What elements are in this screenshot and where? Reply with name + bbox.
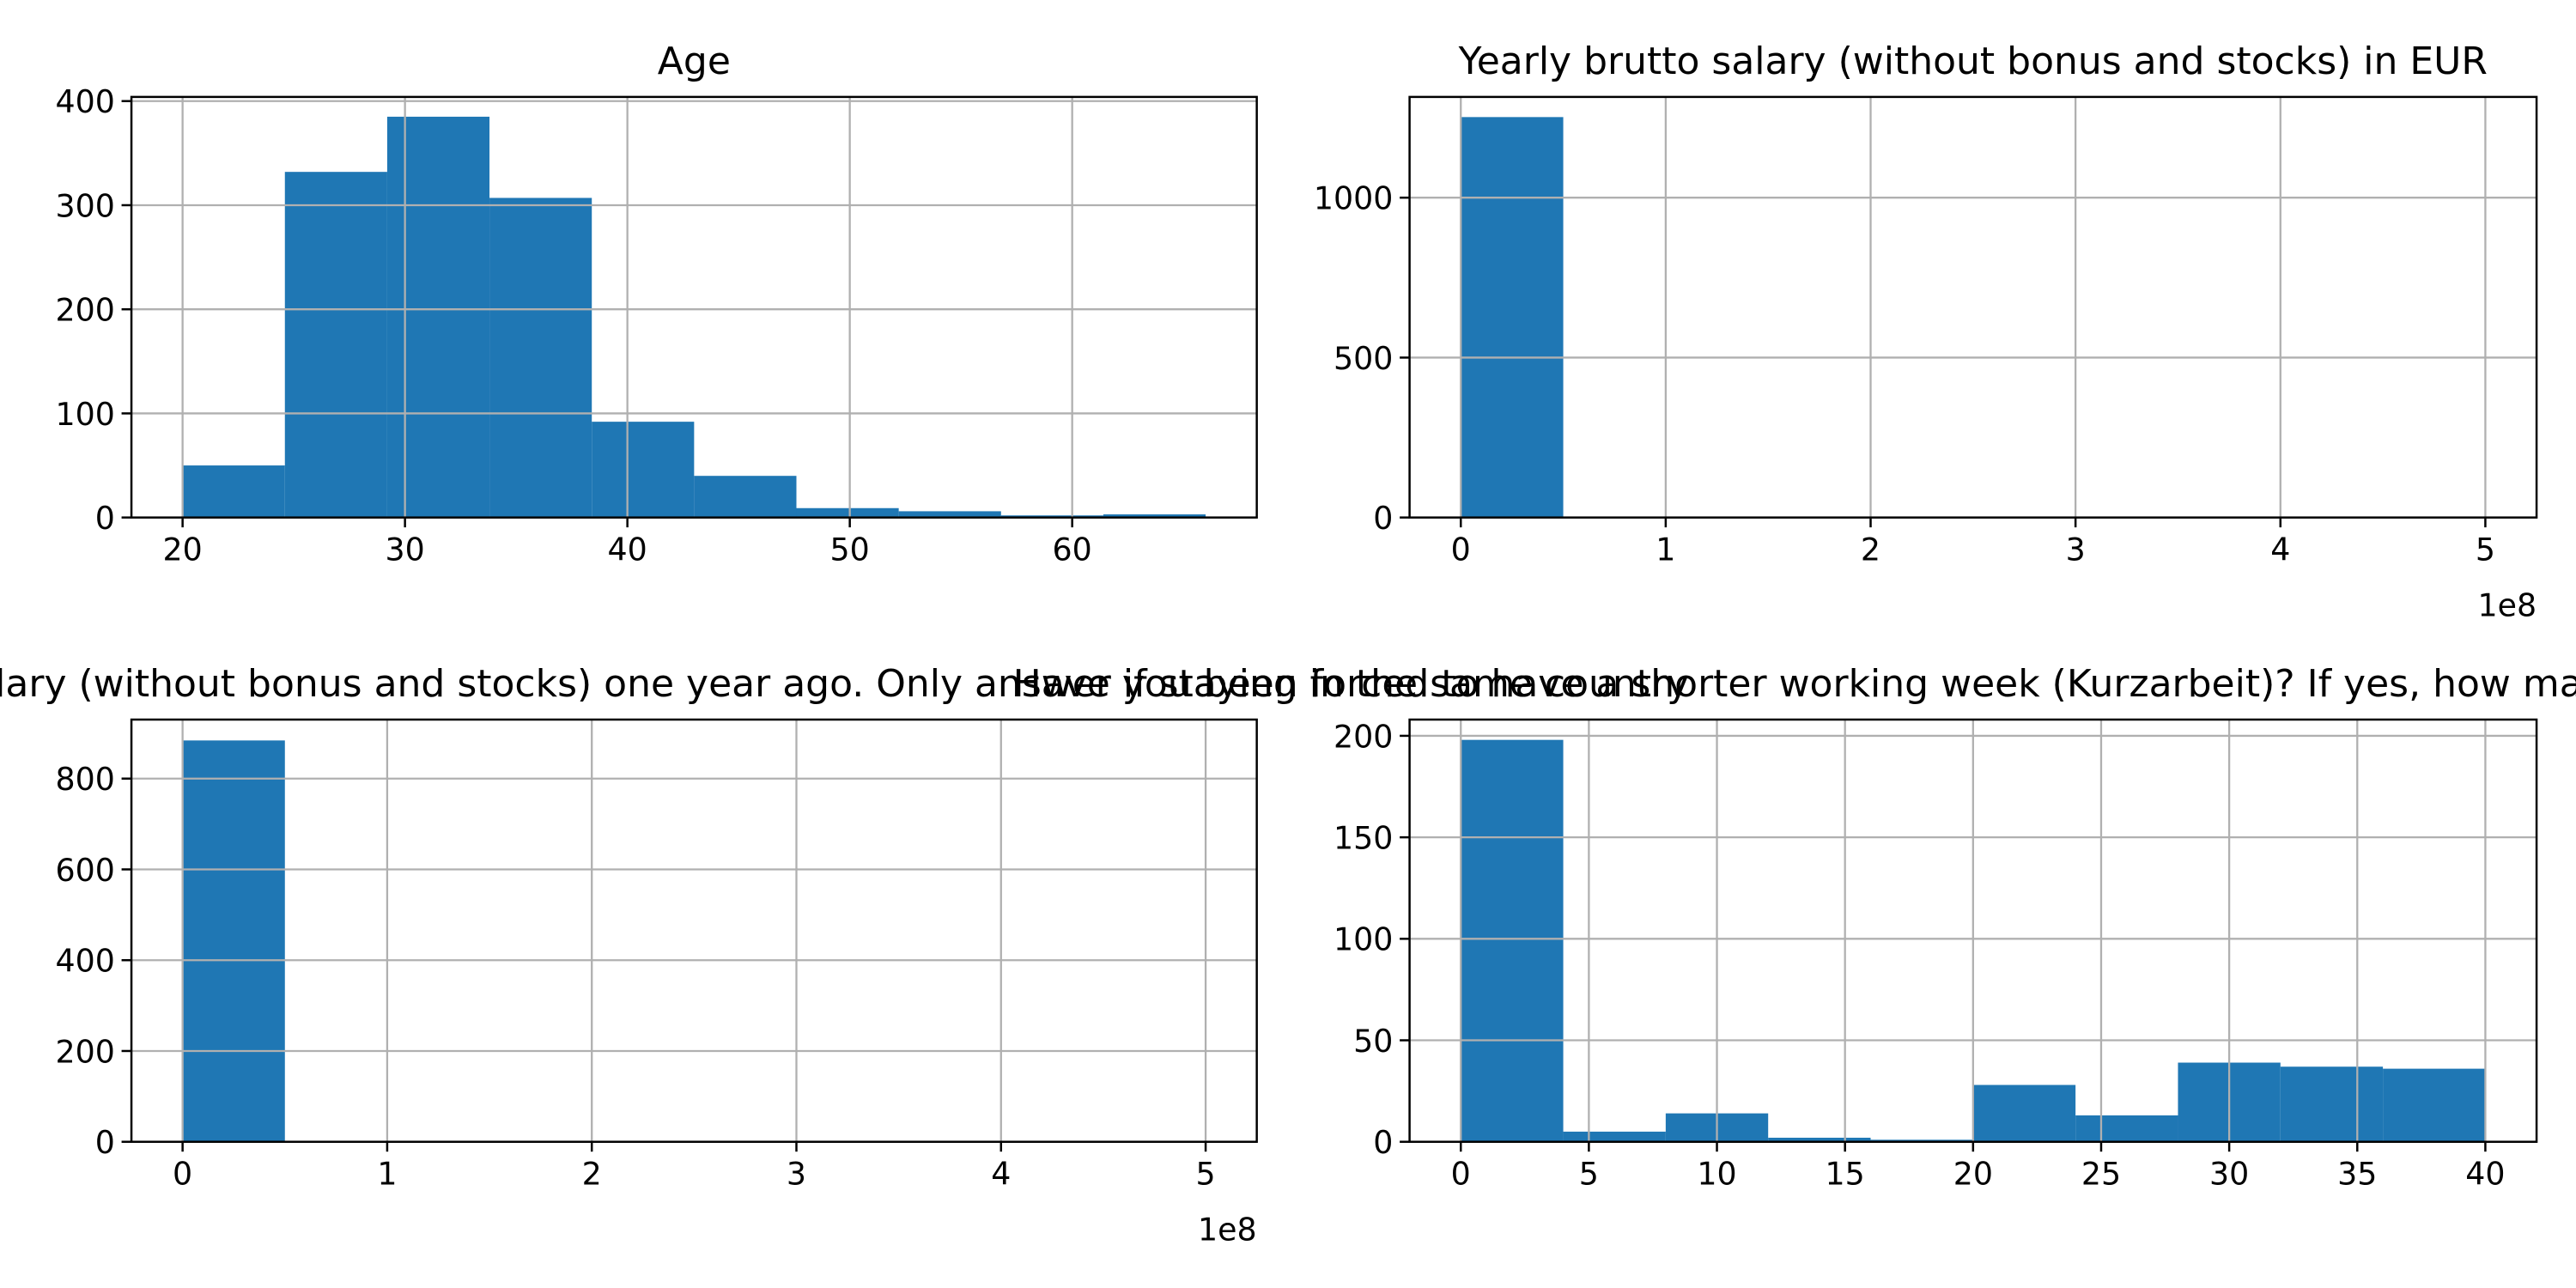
x-tick-label: 5 [1579,1155,1599,1192]
y-tick-label: 0 [1373,500,1393,537]
x-tick-label: 3 [2066,531,2086,568]
y-tick-label: 100 [1334,921,1393,958]
x-tick-label: 15 [1826,1155,1865,1192]
y-tick-label: 600 [56,852,115,889]
y-tick-label: 800 [56,761,115,798]
axes-frame [130,718,1258,1143]
x-tick-label: 20 [163,531,203,568]
bar [592,422,695,518]
axes-frame [130,95,1258,519]
x-tick-label: 2 [582,1155,602,1192]
x-tick-label: 20 [1953,1155,1993,1192]
y-tick-label: 300 [56,187,115,224]
bar [2280,1066,2384,1142]
x-offset-label: 1e8 [2477,586,2537,623]
x-tick-label: 30 [386,531,425,568]
bar [2383,1068,2486,1142]
x-tick-label: 5 [2476,531,2495,568]
chart-title: Yearly brutto salary (without bonus and … [0,662,1689,706]
bar [1768,1137,1871,1142]
x-offset-label: 1e8 [1198,1212,1257,1249]
x-tick-label: 0 [1451,531,1471,568]
y-tick-label: 1000 [1314,180,1394,217]
x-tick-label: 0 [173,1155,192,1192]
y-tick-label: 200 [56,1033,115,1070]
y-tick-label: 50 [1353,1023,1393,1060]
x-tick-label: 1 [377,1155,397,1192]
x-tick-label: 4 [2270,531,2290,568]
y-tick-label: 500 [1334,340,1393,377]
bar [1103,514,1206,518]
bar [1972,1084,2076,1142]
x-tick-label: 2 [1861,531,1880,568]
y-tick-label: 0 [1373,1124,1393,1161]
axes-frame [1408,95,2538,519]
chart-title: Age [658,39,731,83]
x-tick-label: 30 [2209,1155,2249,1192]
bar [898,511,1001,518]
bar [386,116,490,518]
x-tick-label: 10 [1697,1155,1736,1192]
x-tick-label: 50 [830,531,870,568]
bar [694,476,797,518]
x-tick-label: 0 [1451,1155,1471,1192]
y-tick-label: 0 [95,500,115,537]
y-tick-label: 150 [1334,820,1393,857]
bar [1461,739,1564,1142]
bar [489,197,592,518]
x-tick-label: 1 [1656,531,1675,568]
chart-title: Have you been forced to have a shorter w… [1013,662,2576,706]
chart-title: Yearly brutto salary (without bonus and … [1458,39,2488,83]
axes-frame [1408,718,2538,1143]
y-tick-label: 200 [1334,718,1393,755]
bar [2075,1115,2178,1142]
x-tick-label: 3 [787,1155,806,1192]
bar [1461,117,1564,518]
y-tick-label: 100 [56,396,115,433]
y-tick-label: 0 [95,1124,115,1161]
x-tick-label: 40 [2465,1155,2505,1192]
bar [182,465,285,518]
bar [796,507,899,518]
x-tick-label: 25 [2081,1155,2121,1192]
bar [1563,1131,1666,1142]
y-tick-label: 400 [56,83,115,120]
x-tick-label: 40 [608,531,647,568]
y-tick-label: 400 [56,943,115,980]
bar [182,740,285,1142]
x-tick-label: 5 [1196,1155,1216,1192]
x-tick-label: 4 [991,1155,1011,1192]
y-tick-label: 200 [56,292,115,329]
x-tick-label: 60 [1053,531,1092,568]
x-tick-label: 35 [2337,1155,2377,1192]
bar [284,172,387,518]
